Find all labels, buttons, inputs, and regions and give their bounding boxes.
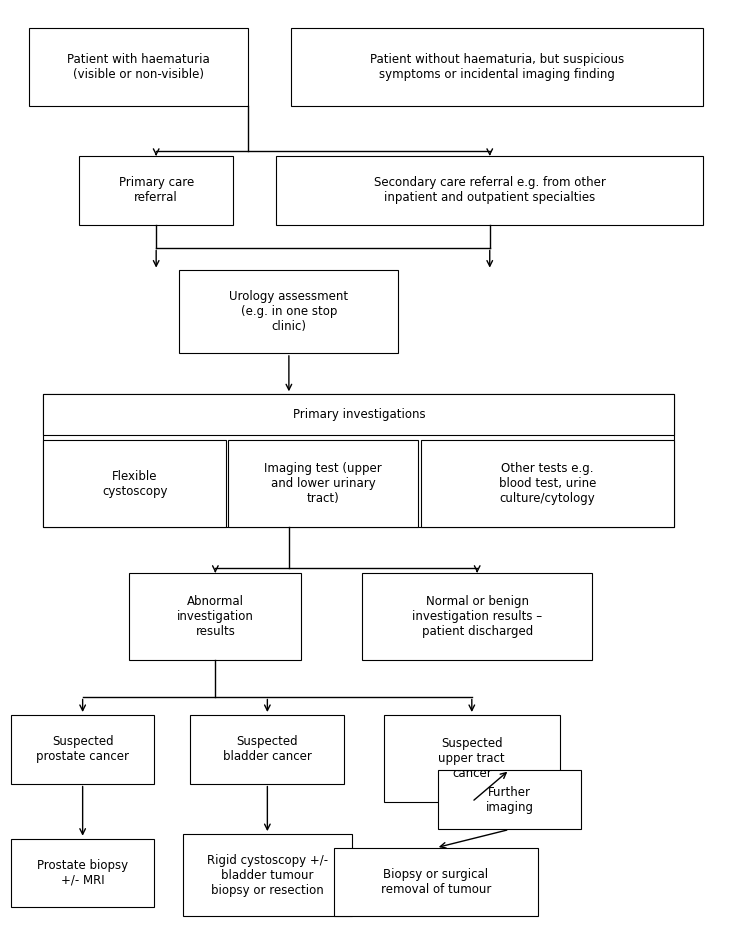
FancyBboxPatch shape (228, 440, 419, 527)
Text: Biopsy or surgical
removal of tumour: Biopsy or surgical removal of tumour (381, 868, 491, 896)
Text: Rigid cystoscopy +/-
bladder tumour
biopsy or resection: Rigid cystoscopy +/- bladder tumour biop… (207, 854, 328, 897)
Text: Flexible
cystoscopy: Flexible cystoscopy (102, 469, 168, 497)
Text: Suspected
upper tract
cancer: Suspected upper tract cancer (438, 737, 505, 780)
Text: Prostate biopsy
+/- MRI: Prostate biopsy +/- MRI (37, 859, 128, 887)
FancyBboxPatch shape (130, 573, 302, 660)
FancyBboxPatch shape (334, 848, 538, 916)
FancyBboxPatch shape (183, 834, 351, 916)
FancyBboxPatch shape (43, 440, 226, 527)
FancyBboxPatch shape (29, 28, 247, 106)
Text: Patient with haematuria
(visible or non-visible): Patient with haematuria (visible or non-… (67, 52, 209, 80)
FancyBboxPatch shape (362, 573, 592, 660)
FancyBboxPatch shape (179, 270, 398, 352)
FancyBboxPatch shape (43, 395, 674, 436)
FancyBboxPatch shape (384, 715, 560, 802)
FancyBboxPatch shape (291, 28, 703, 106)
FancyBboxPatch shape (438, 770, 581, 829)
Text: Patient without haematuria, but suspicious
symptoms or incidental imaging findin: Patient without haematuria, but suspicio… (370, 52, 624, 80)
Text: Primary care
referral: Primary care referral (119, 177, 194, 205)
Text: Secondary care referral e.g. from other
inpatient and outpatient specialties: Secondary care referral e.g. from other … (374, 177, 605, 205)
FancyBboxPatch shape (420, 440, 674, 527)
Text: Other tests e.g.
blood test, urine
culture/cytology: Other tests e.g. blood test, urine cultu… (498, 462, 596, 505)
FancyBboxPatch shape (190, 715, 345, 784)
Text: Urology assessment
(e.g. in one stop
clinic): Urology assessment (e.g. in one stop cli… (229, 290, 348, 333)
FancyBboxPatch shape (79, 156, 234, 224)
FancyBboxPatch shape (11, 839, 154, 907)
Text: Imaging test (upper
and lower urinary
tract): Imaging test (upper and lower urinary tr… (264, 462, 382, 505)
Text: Suspected
bladder cancer: Suspected bladder cancer (223, 735, 312, 763)
FancyBboxPatch shape (277, 156, 703, 224)
Text: Further
imaging: Further imaging (485, 785, 534, 813)
FancyBboxPatch shape (11, 715, 154, 784)
Text: Normal or benign
investigation results –
patient discharged: Normal or benign investigation results –… (412, 595, 542, 638)
Text: Suspected
prostate cancer: Suspected prostate cancer (36, 735, 129, 763)
Text: Primary investigations: Primary investigations (293, 409, 425, 422)
Text: Abnormal
investigation
results: Abnormal investigation results (177, 595, 254, 638)
